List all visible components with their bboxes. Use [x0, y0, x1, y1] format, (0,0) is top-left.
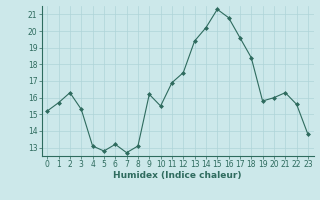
X-axis label: Humidex (Indice chaleur): Humidex (Indice chaleur) — [113, 171, 242, 180]
